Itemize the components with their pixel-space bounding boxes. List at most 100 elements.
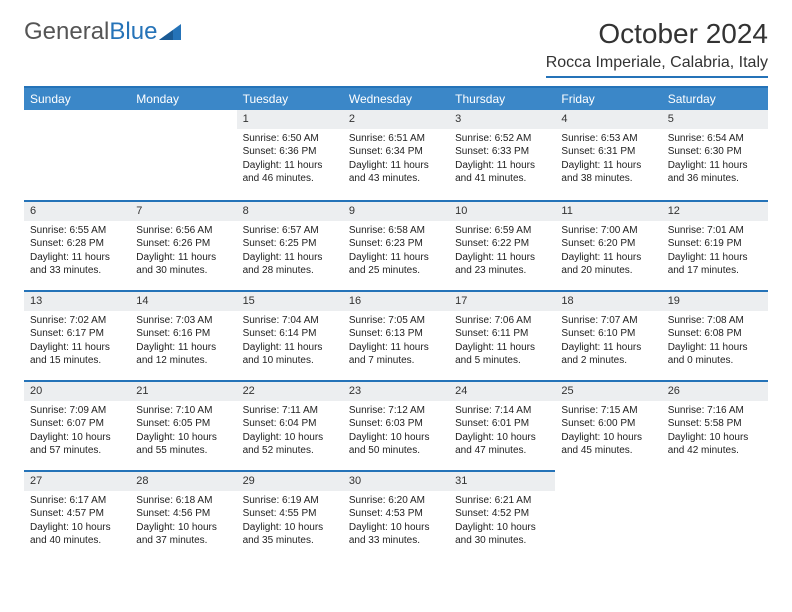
day-body: Sunrise: 7:11 AMSunset: 6:04 PMDaylight:…: [237, 401, 343, 461]
day-line: Sunrise: 7:15 AM: [561, 404, 655, 418]
day-body: Sunrise: 6:51 AMSunset: 6:34 PMDaylight:…: [343, 129, 449, 189]
day-line: Sunrise: 6:54 AM: [668, 132, 762, 146]
day-number: 3: [449, 110, 555, 129]
day-cell: 13Sunrise: 7:02 AMSunset: 6:17 PMDayligh…: [24, 290, 130, 380]
weekday-header: Saturday: [662, 87, 768, 110]
day-number: 6: [24, 200, 130, 221]
day-line: Daylight: 11 hours: [349, 251, 443, 265]
day-body: Sunrise: 7:14 AMSunset: 6:01 PMDaylight:…: [449, 401, 555, 461]
day-body: Sunrise: 7:04 AMSunset: 6:14 PMDaylight:…: [237, 311, 343, 371]
day-cell: 4Sunrise: 6:53 AMSunset: 6:31 PMDaylight…: [555, 110, 661, 200]
day-line: Daylight: 10 hours: [668, 431, 762, 445]
day-line: Sunrise: 6:17 AM: [30, 494, 124, 508]
day-number: 22: [237, 380, 343, 401]
day-cell: .: [24, 110, 130, 200]
day-cell: 9Sunrise: 6:58 AMSunset: 6:23 PMDaylight…: [343, 200, 449, 290]
day-line: Daylight: 10 hours: [243, 431, 337, 445]
day-line: Sunrise: 7:00 AM: [561, 224, 655, 238]
day-cell: 15Sunrise: 7:04 AMSunset: 6:14 PMDayligh…: [237, 290, 343, 380]
day-line: Sunrise: 7:07 AM: [561, 314, 655, 328]
day-body: Sunrise: 6:56 AMSunset: 6:26 PMDaylight:…: [130, 221, 236, 281]
day-line: Sunrise: 7:06 AM: [455, 314, 549, 328]
day-body: Sunrise: 7:10 AMSunset: 6:05 PMDaylight:…: [130, 401, 236, 461]
week-row: 13Sunrise: 7:02 AMSunset: 6:17 PMDayligh…: [24, 290, 768, 380]
logo-triangle-icon: [159, 24, 181, 40]
day-cell: 3Sunrise: 6:52 AMSunset: 6:33 PMDaylight…: [449, 110, 555, 200]
day-line: Daylight: 10 hours: [349, 431, 443, 445]
weekday-header: Tuesday: [237, 87, 343, 110]
day-cell: 28Sunrise: 6:18 AMSunset: 4:56 PMDayligh…: [130, 470, 236, 560]
day-number: 1: [237, 110, 343, 129]
day-line: Sunrise: 7:14 AM: [455, 404, 549, 418]
day-line: Daylight: 11 hours: [349, 159, 443, 173]
day-cell: 22Sunrise: 7:11 AMSunset: 6:04 PMDayligh…: [237, 380, 343, 470]
day-line: Sunrise: 6:53 AM: [561, 132, 655, 146]
day-number: 23: [343, 380, 449, 401]
day-cell: 20Sunrise: 7:09 AMSunset: 6:07 PMDayligh…: [24, 380, 130, 470]
day-line: and 10 minutes.: [243, 354, 337, 368]
day-line: and 7 minutes.: [349, 354, 443, 368]
day-line: Daylight: 11 hours: [455, 251, 549, 265]
day-line: Daylight: 11 hours: [561, 251, 655, 265]
day-line: Daylight: 11 hours: [30, 341, 124, 355]
day-number: 31: [449, 470, 555, 491]
day-body: Sunrise: 6:50 AMSunset: 6:36 PMDaylight:…: [237, 129, 343, 189]
month-year-title: October 2024: [546, 18, 768, 50]
day-body: Sunrise: 7:01 AMSunset: 6:19 PMDaylight:…: [662, 221, 768, 281]
day-line: Sunrise: 7:02 AM: [30, 314, 124, 328]
day-line: Sunrise: 7:04 AM: [243, 314, 337, 328]
day-line: Sunset: 6:30 PM: [668, 145, 762, 159]
day-line: and 38 minutes.: [561, 172, 655, 186]
day-line: Daylight: 11 hours: [561, 341, 655, 355]
day-number: 30: [343, 470, 449, 491]
day-body: Sunrise: 7:00 AMSunset: 6:20 PMDaylight:…: [555, 221, 661, 281]
day-line: Sunrise: 6:55 AM: [30, 224, 124, 238]
day-line: Daylight: 11 hours: [455, 159, 549, 173]
day-line: and 40 minutes.: [30, 534, 124, 548]
week-row: ..1Sunrise: 6:50 AMSunset: 6:36 PMDaylig…: [24, 110, 768, 200]
day-body: Sunrise: 7:06 AMSunset: 6:11 PMDaylight:…: [449, 311, 555, 371]
day-line: Sunset: 4:53 PM: [349, 507, 443, 521]
day-line: Sunset: 4:56 PM: [136, 507, 230, 521]
day-cell: 27Sunrise: 6:17 AMSunset: 4:57 PMDayligh…: [24, 470, 130, 560]
day-line: Daylight: 11 hours: [561, 159, 655, 173]
day-line: Sunrise: 6:59 AM: [455, 224, 549, 238]
day-line: Daylight: 10 hours: [243, 521, 337, 535]
day-body: Sunrise: 6:58 AMSunset: 6:23 PMDaylight:…: [343, 221, 449, 281]
day-line: Sunset: 6:13 PM: [349, 327, 443, 341]
day-line: Sunrise: 6:58 AM: [349, 224, 443, 238]
logo-text-general: General: [24, 18, 109, 46]
day-body: Sunrise: 6:17 AMSunset: 4:57 PMDaylight:…: [24, 491, 130, 551]
day-number: 9: [343, 200, 449, 221]
day-cell: 30Sunrise: 6:20 AMSunset: 4:53 PMDayligh…: [343, 470, 449, 560]
day-number: 5: [662, 110, 768, 129]
day-body: Sunrise: 7:02 AMSunset: 6:17 PMDaylight:…: [24, 311, 130, 371]
day-cell: 14Sunrise: 7:03 AMSunset: 6:16 PMDayligh…: [130, 290, 236, 380]
day-line: and 55 minutes.: [136, 444, 230, 458]
day-line: and 46 minutes.: [243, 172, 337, 186]
day-line: and 41 minutes.: [455, 172, 549, 186]
day-number: 25: [555, 380, 661, 401]
day-line: Daylight: 11 hours: [455, 341, 549, 355]
day-line: and 30 minutes.: [136, 264, 230, 278]
day-line: Daylight: 10 hours: [30, 521, 124, 535]
day-body: Sunrise: 7:15 AMSunset: 6:00 PMDaylight:…: [555, 401, 661, 461]
day-line: and 57 minutes.: [30, 444, 124, 458]
day-body: Sunrise: 6:18 AMSunset: 4:56 PMDaylight:…: [130, 491, 236, 551]
day-number: 26: [662, 380, 768, 401]
day-number: 15: [237, 290, 343, 311]
weekday-header: Thursday: [449, 87, 555, 110]
day-line: Sunset: 5:58 PM: [668, 417, 762, 431]
day-body: Sunrise: 7:16 AMSunset: 5:58 PMDaylight:…: [662, 401, 768, 461]
day-line: and 2 minutes.: [561, 354, 655, 368]
day-number: 21: [130, 380, 236, 401]
day-cell: 24Sunrise: 7:14 AMSunset: 6:01 PMDayligh…: [449, 380, 555, 470]
day-body: Sunrise: 6:21 AMSunset: 4:52 PMDaylight:…: [449, 491, 555, 551]
day-cell: 31Sunrise: 6:21 AMSunset: 4:52 PMDayligh…: [449, 470, 555, 560]
day-cell: 19Sunrise: 7:08 AMSunset: 6:08 PMDayligh…: [662, 290, 768, 380]
day-line: Sunrise: 6:52 AM: [455, 132, 549, 146]
day-line: Daylight: 11 hours: [668, 251, 762, 265]
day-cell: 10Sunrise: 6:59 AMSunset: 6:22 PMDayligh…: [449, 200, 555, 290]
day-line: Sunset: 6:31 PM: [561, 145, 655, 159]
day-line: Sunset: 6:28 PM: [30, 237, 124, 251]
